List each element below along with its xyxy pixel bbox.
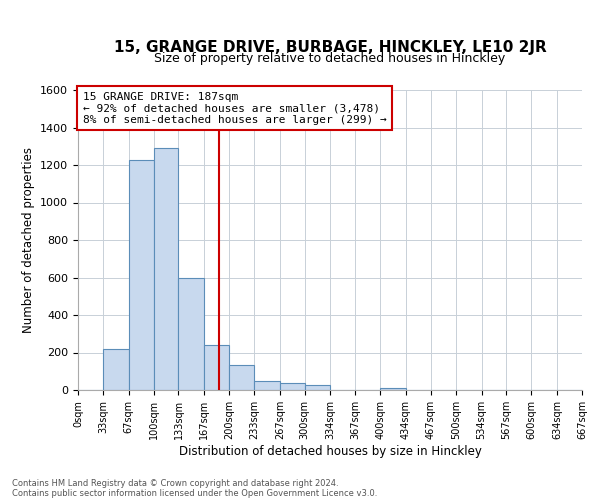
Bar (229, 365, 254, 390)
Text: 15, GRANGE DRIVE, BURBAGE, HINCKLEY, LE10 2JR: 15, GRANGE DRIVE, BURBAGE, HINCKLEY, LE1… (113, 40, 547, 55)
Bar (305, 386, 331, 390)
Text: Contains public sector information licensed under the Open Government Licence v3: Contains public sector information licen… (12, 488, 377, 498)
Bar (103, 349, 128, 390)
Bar (380, 388, 406, 390)
Bar (254, 380, 280, 390)
Text: Contains HM Land Registry data © Crown copyright and database right 2024.: Contains HM Land Registry data © Crown c… (12, 478, 338, 488)
Bar (154, 148, 178, 390)
Text: 15 GRANGE DRIVE: 187sqm
← 92% of detached houses are smaller (3,478)
8% of semi-: 15 GRANGE DRIVE: 187sqm ← 92% of detache… (83, 92, 387, 124)
Bar (178, 278, 204, 390)
Bar (204, 344, 229, 390)
X-axis label: Distribution of detached houses by size in Hinckley: Distribution of detached houses by size … (179, 444, 481, 458)
Bar (280, 382, 305, 390)
Title: Size of property relative to detached houses in Hinckley: Size of property relative to detached ho… (154, 52, 506, 65)
Y-axis label: Number of detached properties: Number of detached properties (22, 147, 35, 333)
Bar (128, 160, 154, 390)
